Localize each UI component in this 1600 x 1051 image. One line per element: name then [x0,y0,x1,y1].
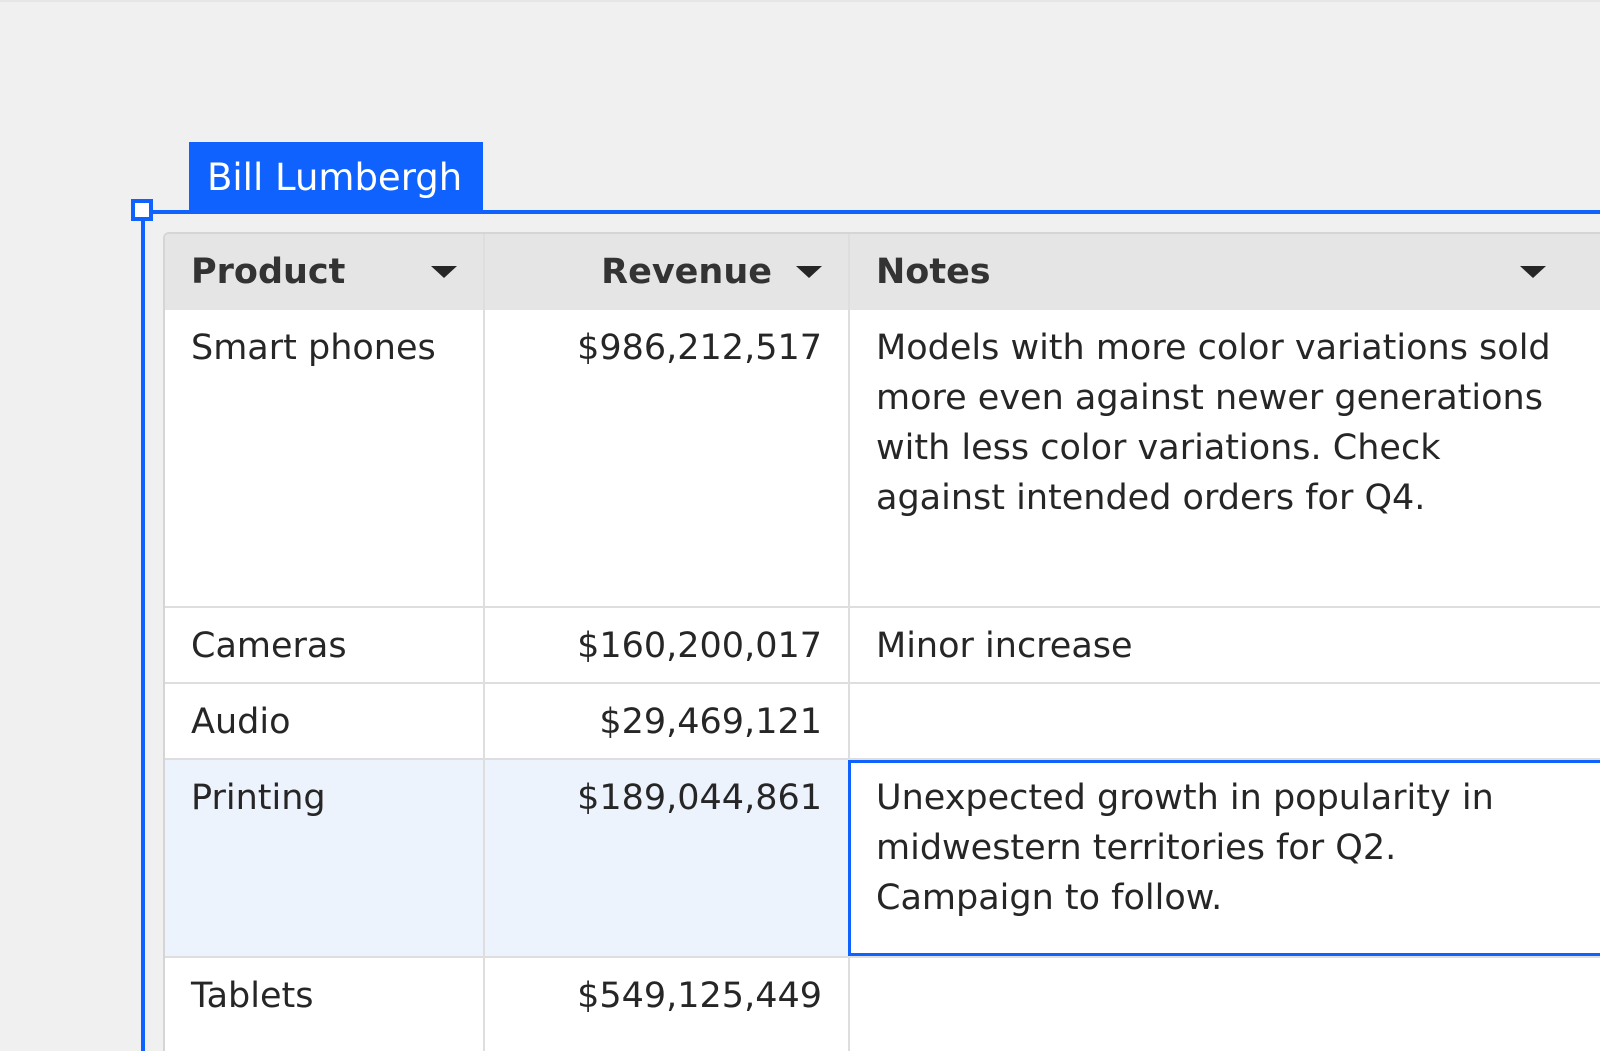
notes-cell[interactable]: Models with more color variations sold m… [848,310,1600,606]
selection-border-left [141,210,145,1051]
notes-cell[interactable]: Minor increase [848,608,1600,682]
top-edge [0,0,1600,2]
selection-border-top [143,210,1600,214]
data-table: Product Revenue Notes Smart phones $986,… [163,232,1600,1051]
table-row-selected[interactable]: Printing $189,044,861 Unexpected growth … [165,760,1600,958]
caret-down-icon[interactable] [431,266,457,278]
table-row[interactable]: Audio $29,469,121 [165,684,1600,760]
column-header-label: Product [191,252,346,292]
revenue-cell[interactable]: $549,125,449 [483,958,848,1051]
table-header-row: Product Revenue Notes [165,234,1600,310]
revenue-cell[interactable]: $160,200,017 [483,608,848,682]
revenue-cell[interactable]: $189,044,861 [483,760,848,956]
table-row[interactable]: Cameras $160,200,017 Minor increase [165,608,1600,684]
table-row[interactable]: Smart phones $986,212,517 Models with mo… [165,310,1600,608]
column-header-notes[interactable]: Notes [848,234,1600,310]
product-cell[interactable]: Printing [191,778,326,818]
notes-cell[interactable] [848,684,1600,758]
selection-resize-handle[interactable] [131,199,153,221]
column-header-product[interactable]: Product [165,234,483,310]
collaborator-name-tag: Bill Lumbergh [189,142,483,214]
column-header-label: Notes [876,252,991,292]
product-cell[interactable]: Cameras [191,626,347,666]
caret-down-icon[interactable] [1520,266,1546,278]
caret-down-icon[interactable] [796,266,822,278]
product-cell[interactable]: Smart phones [191,328,436,368]
table-row[interactable]: Tablets $549,125,449 [165,958,1600,1051]
product-cell[interactable]: Tablets [191,976,314,1016]
product-cell[interactable]: Audio [191,702,291,742]
revenue-cell[interactable]: $986,212,517 [483,310,848,606]
notes-cell-active[interactable]: Unexpected growth in popularity in midwe… [848,760,1600,956]
column-header-label: Revenue [601,252,772,292]
notes-cell[interactable] [848,958,1600,1051]
column-header-revenue[interactable]: Revenue [483,234,848,310]
revenue-cell[interactable]: $29,469,121 [483,684,848,758]
